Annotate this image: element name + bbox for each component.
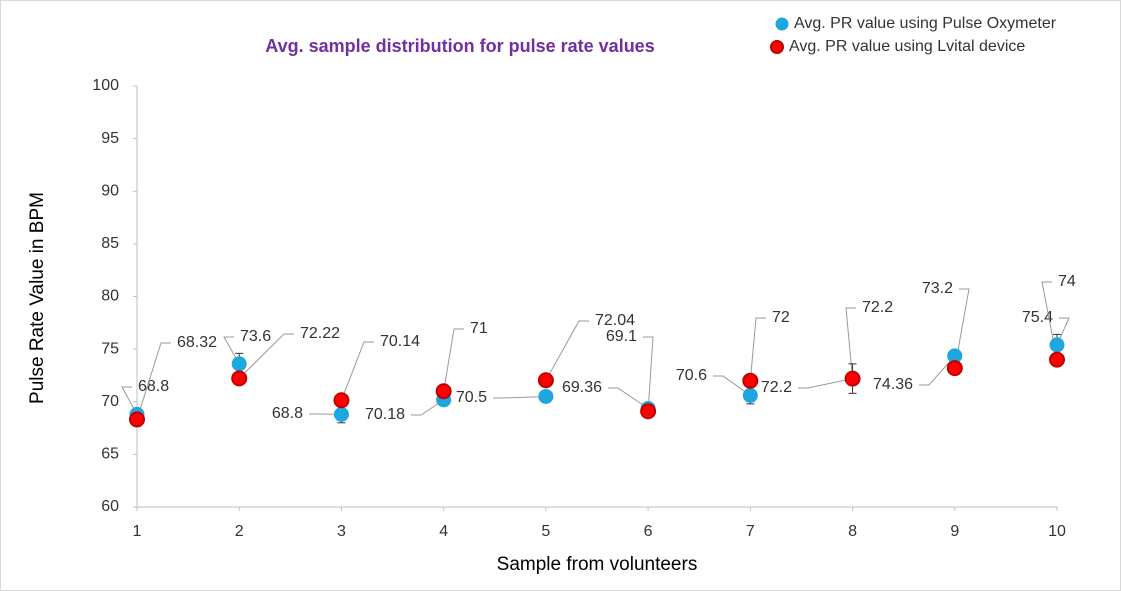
leader-line — [223, 336, 240, 365]
point — [1049, 337, 1065, 353]
leader-line — [340, 341, 374, 401]
data-label: 72.2 — [862, 299, 893, 316]
data-label: 70.14 — [380, 333, 420, 350]
leader-line — [643, 336, 654, 412]
leader-line — [443, 328, 464, 392]
leader-line — [1041, 281, 1058, 360]
data-label: 71 — [470, 320, 488, 337]
y-tick-label: 65 — [101, 446, 119, 463]
point — [333, 406, 349, 422]
x-tick-label: 8 — [848, 523, 857, 540]
point — [640, 403, 657, 420]
leader-line — [919, 355, 956, 386]
x-tick-label: 9 — [950, 523, 959, 540]
leader-line — [713, 375, 751, 396]
data-label: 74.36 — [873, 376, 913, 393]
point — [742, 372, 759, 389]
y-tick-label: 100 — [92, 77, 119, 94]
data-label: 70.5 — [456, 389, 487, 406]
data-label: 70.6 — [676, 367, 707, 384]
y-tick-label: 70 — [101, 393, 119, 410]
x-tick-label: 6 — [644, 523, 653, 540]
y-tick-label: 95 — [101, 130, 119, 147]
x-tick-label: 3 — [337, 523, 346, 540]
data-label: 72 — [772, 309, 790, 326]
x-tick-label: 2 — [235, 523, 244, 540]
legend-marker — [770, 40, 784, 54]
y-tick-label: 80 — [101, 288, 119, 305]
point — [435, 383, 452, 400]
point — [946, 360, 963, 377]
leader-line — [411, 399, 444, 416]
leader-line — [121, 386, 138, 415]
leader-line — [954, 288, 970, 369]
data-label: 75.4 — [1022, 309, 1053, 326]
y-tick-label: 60 — [101, 498, 119, 515]
point — [231, 356, 247, 372]
point — [537, 372, 554, 389]
y-tick-label: 90 — [101, 182, 119, 199]
y-tick-label: 75 — [101, 340, 119, 357]
data-label: 73.6 — [240, 328, 271, 345]
point — [231, 370, 248, 387]
data-label: 68.32 — [177, 334, 217, 351]
y-tick-label: 85 — [101, 235, 119, 252]
leader-line — [238, 333, 294, 379]
y-axis-title: Pulse Rate Value in BPM — [27, 192, 48, 404]
leader-line — [749, 317, 766, 381]
data-label: 72.2 — [761, 379, 792, 396]
x-tick-label: 1 — [133, 523, 142, 540]
point — [1049, 351, 1065, 368]
x-tick-label: 4 — [439, 523, 448, 540]
data-label: 69.36 — [562, 379, 602, 396]
leader-line — [1056, 317, 1070, 346]
point — [742, 387, 758, 403]
data-label: 68.8 — [138, 378, 169, 395]
leader-line — [608, 387, 649, 409]
data-label: 68.8 — [272, 405, 303, 422]
data-label: 73.2 — [922, 280, 953, 297]
x-axis-title: Sample from volunteers — [497, 554, 698, 575]
leader-line — [136, 342, 171, 420]
leader-line — [845, 307, 856, 379]
point — [129, 411, 145, 428]
point — [538, 388, 554, 404]
leader-line — [493, 395, 546, 399]
x-tick-label: 7 — [746, 523, 755, 540]
legend-label: Avg. PR value using Lvital device — [789, 38, 1025, 55]
chart-title: Avg. sample distribution for pulse rate … — [265, 36, 654, 56]
legend-label: Avg. PR value using Pulse Oxymeter — [794, 15, 1057, 32]
x-tick-label: 5 — [541, 523, 550, 540]
data-label: 70.18 — [365, 406, 405, 423]
point — [333, 392, 350, 409]
data-label: 72.22 — [300, 325, 340, 342]
leader-line — [798, 378, 853, 389]
data-label: 74 — [1058, 273, 1076, 290]
legend-marker — [775, 17, 789, 31]
x-tick-label: 10 — [1048, 523, 1066, 540]
leader-line — [545, 320, 589, 381]
data-label: 69.1 — [606, 328, 637, 345]
data-label: 72.04 — [595, 312, 635, 329]
point — [844, 370, 861, 387]
